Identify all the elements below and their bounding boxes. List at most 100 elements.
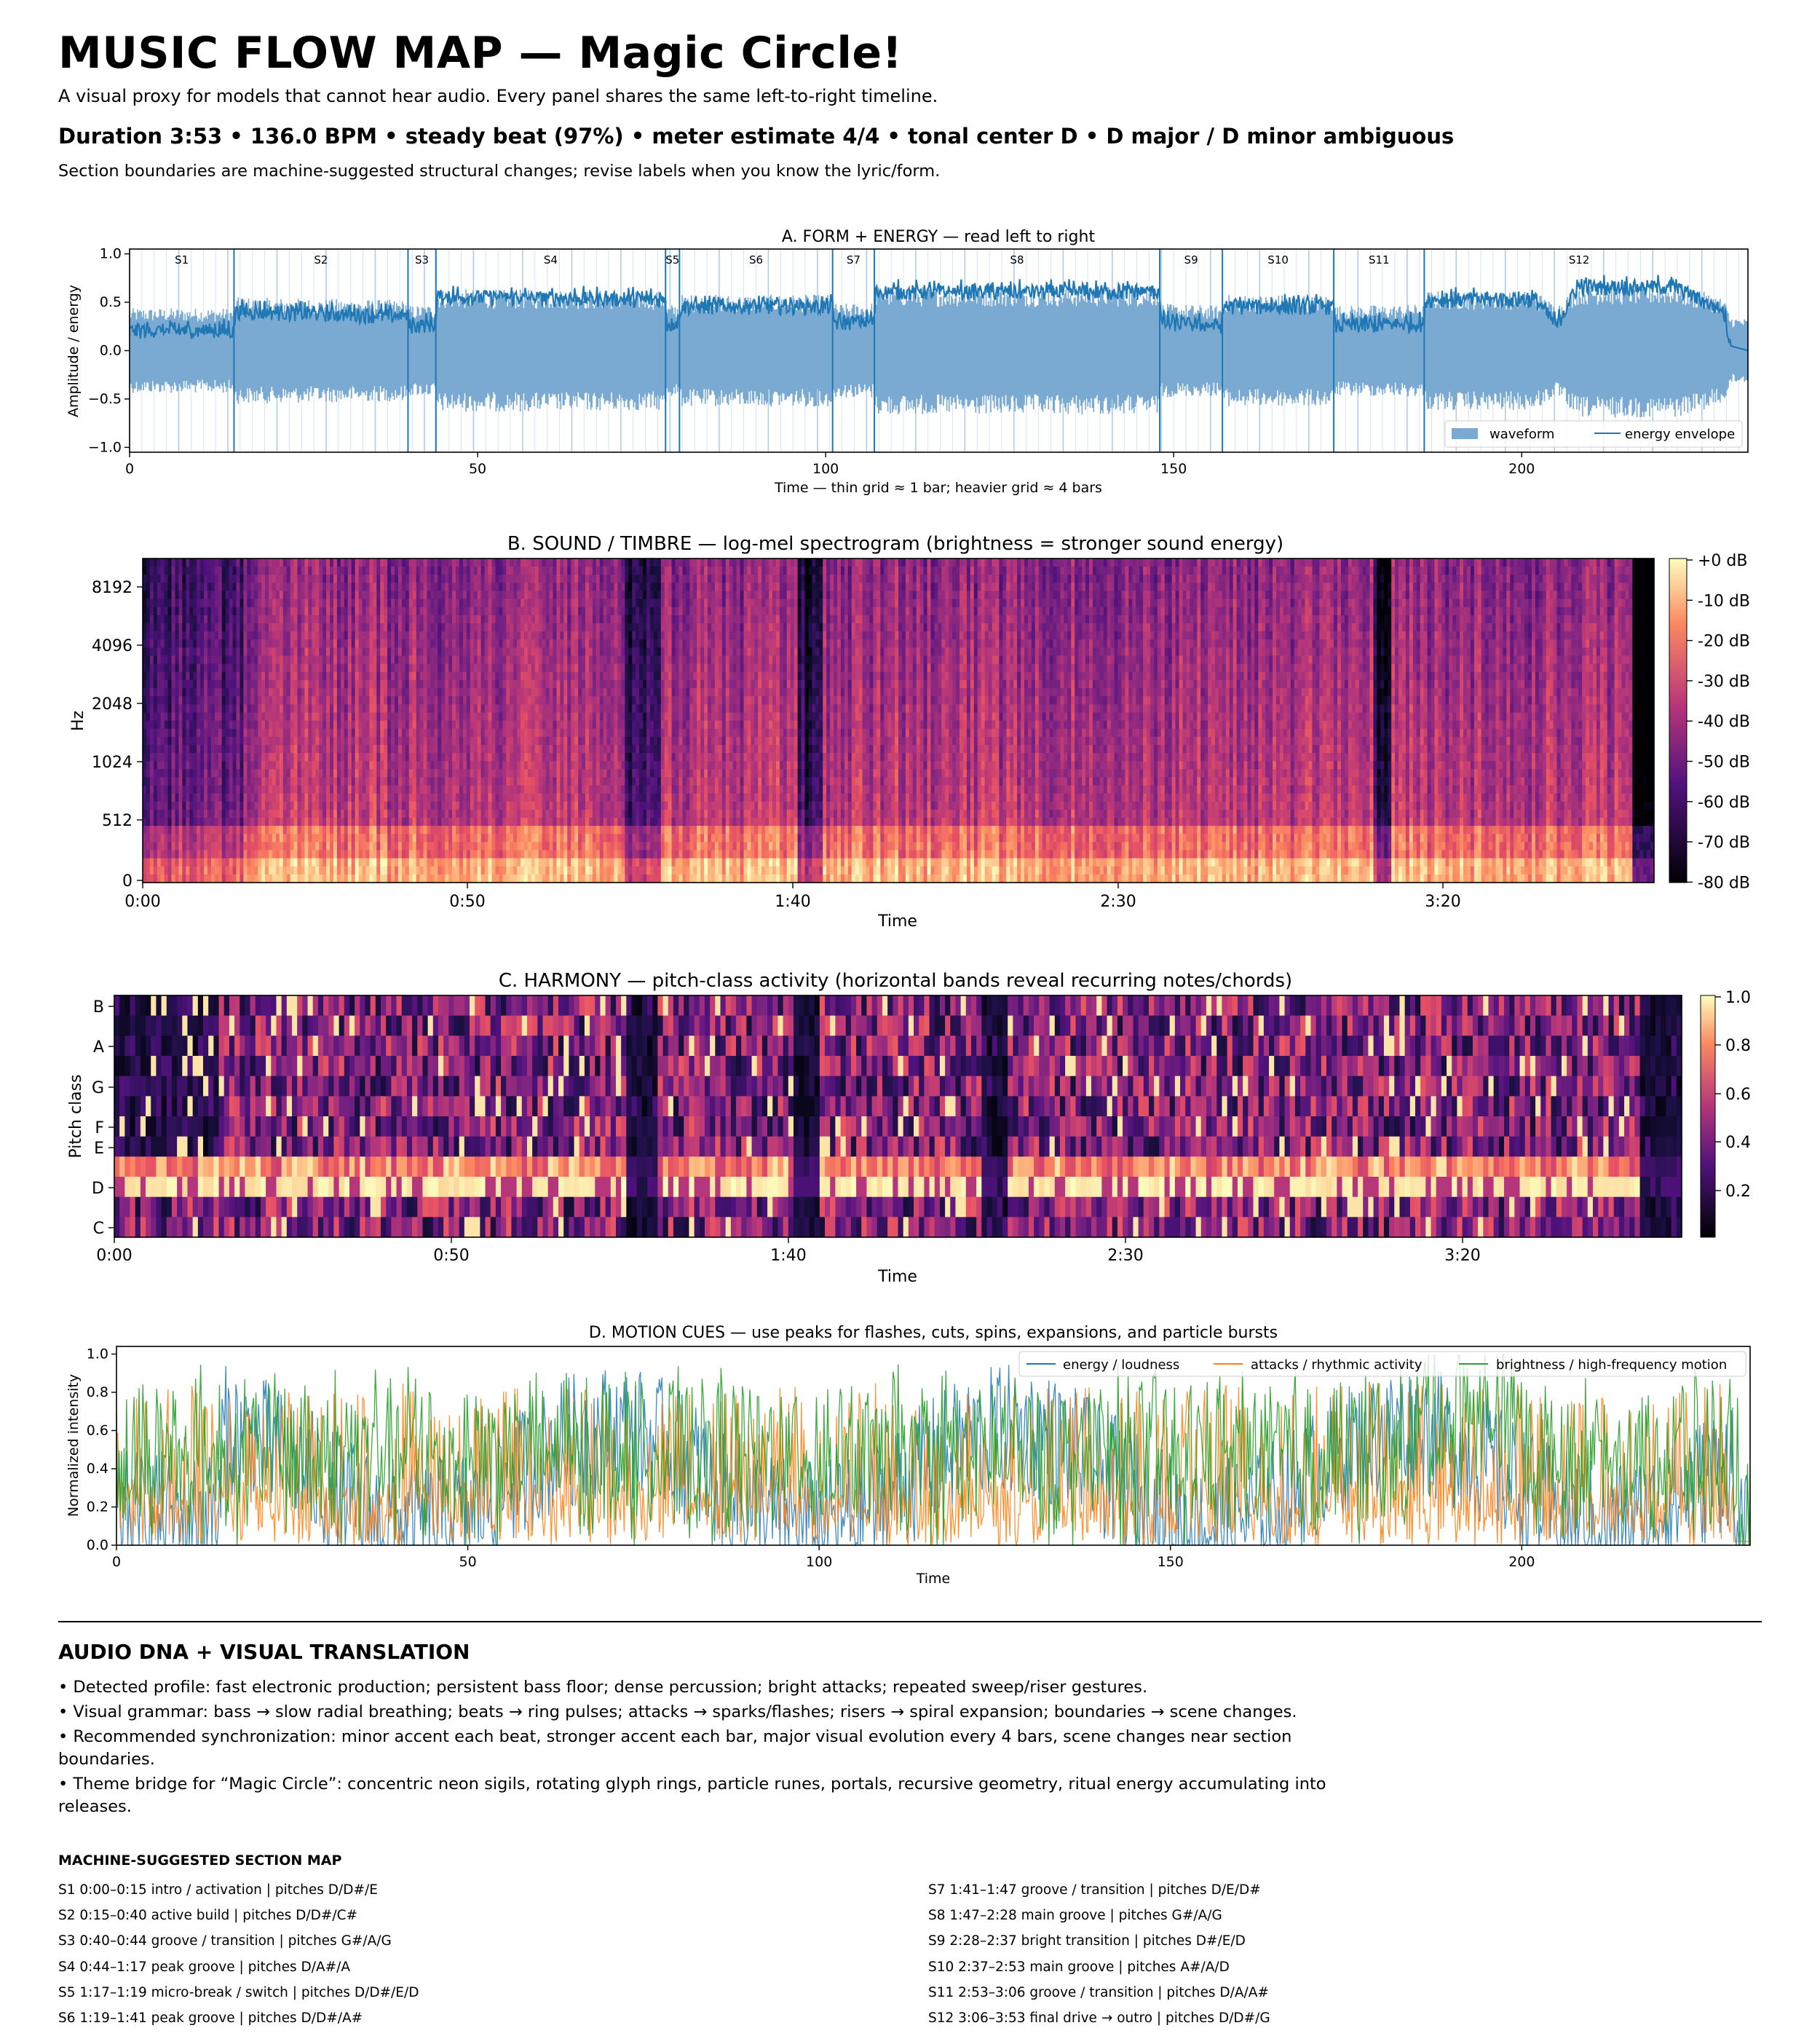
x-tick-label: 100 (812, 461, 839, 477)
panel-a-y-label: Amplitude / energy (66, 285, 82, 417)
section-label: S10 (1267, 253, 1289, 267)
colorbar-label: 0.4 (1725, 1134, 1751, 1152)
section-entry: S5 1:17–1:19 micro-break / switch | pitc… (58, 1980, 419, 2005)
x-tick-label: 0:50 (433, 1247, 469, 1265)
colorbar-label: 0.8 (1725, 1037, 1751, 1055)
dna-item-grammar: • Visual grammar: bass → slow radial bre… (58, 1701, 1340, 1724)
section-label: S3 (415, 253, 429, 267)
section-label: S9 (1184, 253, 1198, 267)
y-tick-label: −0.5 (88, 391, 122, 407)
y-tick-label: F (95, 1119, 104, 1137)
panel-b-colorbar (1669, 558, 1688, 883)
x-tick-label: 1:40 (775, 893, 810, 911)
y-tick-label: 0.4 (87, 1461, 108, 1477)
section-entry: S1 0:00–0:15 intro / activation | pitche… (58, 1877, 419, 1903)
panel-c-title: C. HARMONY — pitch-class activity (horiz… (499, 970, 1292, 992)
panel-c-y-label: Pitch class (67, 1074, 85, 1158)
legend-brightness: brightness / high-frequency motion (1496, 1357, 1727, 1373)
x-tick-label: 0 (112, 1554, 121, 1570)
x-tick-label: 3:20 (1425, 893, 1460, 911)
colorbar-label: -40 dB (1698, 713, 1750, 731)
panel-b-x-label: Time (877, 912, 917, 931)
x-tick-label: 50 (459, 1554, 476, 1570)
colorbar-label: -70 dB (1698, 834, 1750, 852)
legend-energy-envelope: energy envelope (1625, 427, 1735, 442)
y-tick-label: 0.8 (87, 1384, 108, 1400)
section-entry: S7 1:41–1:47 groove / transition | pitch… (928, 1877, 1270, 1903)
panel-c-colorbar (1700, 995, 1716, 1238)
legend-energy-loudness: energy / loudness (1063, 1357, 1179, 1373)
y-tick-label: E (94, 1140, 104, 1158)
x-tick-label: 0:50 (449, 893, 485, 911)
panel-b-title: B. SOUND / TIMBRE — log-mel spectrogram … (507, 533, 1283, 555)
boundary-note: Section boundaries are machine-suggested… (58, 162, 940, 181)
dna-title: AUDIO DNA + VISUAL TRANSLATION (58, 1640, 470, 1664)
panel-b-y-label: Hz (69, 711, 87, 731)
x-tick-label: 0:00 (96, 1247, 132, 1265)
panel-a-legend: waveform energy envelope (1444, 420, 1743, 448)
track-stats: Duration 3:53 • 136.0 BPM • steady beat … (58, 124, 1454, 149)
legend-attacks: attacks / rhythmic activity (1251, 1357, 1423, 1373)
colorbar-label: 0.6 (1725, 1086, 1751, 1104)
y-tick-label: 1.0 (100, 246, 122, 262)
colorbar-label: -20 dB (1698, 633, 1750, 651)
section-label: S5 (665, 253, 679, 267)
y-tick-label: 0.2 (87, 1499, 108, 1515)
section-label: S11 (1369, 253, 1390, 267)
section-entry: S10 2:37–2:53 main groove | pitches A#/A… (928, 1954, 1270, 1980)
section-entry: S4 0:44–1:17 peak groove | pitches D/A#/… (58, 1954, 419, 1980)
y-tick-label: 0.6 (87, 1423, 108, 1439)
x-tick-label: 200 (1508, 461, 1535, 477)
y-tick-label: G (92, 1079, 104, 1097)
section-divider (58, 1621, 1762, 1622)
y-tick-label: 1024 (92, 754, 132, 772)
y-tick-label: A (93, 1038, 104, 1057)
x-tick-label: 0:00 (124, 893, 160, 911)
dna-list: • Detected profile: fast electronic prod… (58, 1676, 1340, 1820)
y-tick-label: 4096 (92, 637, 132, 655)
colorbar-label: 1.0 (1725, 989, 1751, 1007)
y-tick-label: 512 (102, 812, 132, 830)
section-entry: S6 1:19–1:41 peak groove | pitches D/D#/… (58, 2005, 419, 2031)
section-label: S1 (175, 253, 189, 267)
motion-series-line (116, 1353, 1751, 1546)
x-tick-label: 2:30 (1100, 893, 1136, 911)
y-tick-label: 0.0 (100, 343, 122, 359)
x-tick-label: 150 (1158, 1554, 1184, 1570)
panel-d-motion-cues: D. MOTION CUES — use peaks for flashes, … (66, 1324, 1751, 1587)
dna-item-sync: • Recommended synchronization: minor acc… (58, 1726, 1340, 1771)
panel-a-form-energy: A. FORM + ENERGY — read left to right S1… (66, 228, 1749, 496)
x-tick-label: 50 (469, 461, 486, 477)
panel-d-x-label: Time (916, 1571, 951, 1587)
panel-c-harmony: C. HARMONY — pitch-class activity (horiz… (67, 970, 1751, 1286)
section-entry: S11 2:53–3:06 groove / transition | pitc… (928, 1980, 1270, 2005)
y-tick-label: 0 (122, 872, 132, 891)
dna-item-profile: • Detected profile: fast electronic prod… (58, 1676, 1340, 1699)
colorbar-label: +0 dB (1698, 552, 1747, 570)
y-tick-label: 8192 (92, 579, 132, 597)
y-tick-label: 0.5 (100, 294, 122, 310)
y-tick-label: C (93, 1220, 104, 1238)
x-tick-label: 3:20 (1444, 1247, 1480, 1265)
colorbar-label: 0.2 (1725, 1183, 1751, 1201)
section-label: S7 (847, 253, 860, 267)
section-map-right: S7 1:41–1:47 groove / transition | pitch… (928, 1877, 1270, 2031)
section-label: S8 (1010, 253, 1024, 267)
x-tick-label: 150 (1160, 461, 1187, 477)
x-tick-label: 0 (125, 461, 134, 477)
colorbar-label: -30 dB (1698, 673, 1750, 691)
x-tick-label: 1:40 (770, 1247, 806, 1265)
energy-envelope-line (129, 275, 1749, 352)
panel-d-legend: energy / loudness attacks / rhythmic act… (1018, 1351, 1746, 1377)
panel-d-title: D. MOTION CUES — use peaks for flashes, … (589, 1324, 1278, 1342)
colorbar-label: -80 dB (1698, 874, 1750, 892)
section-entry: S12 3:06–3:53 final drive → outro | pitc… (928, 2005, 1270, 2031)
panel-d-y-label: Normalized intensity (66, 1374, 82, 1517)
colorbar-label: -60 dB (1698, 794, 1750, 812)
y-tick-label: 2048 (92, 695, 132, 714)
section-label: S12 (1569, 253, 1590, 267)
section-entry: S2 0:15–0:40 active build | pitches D/D#… (58, 1903, 419, 1928)
section-map-title: MACHINE-SUGGESTED SECTION MAP (58, 1852, 341, 1869)
colorbar-label: -50 dB (1698, 754, 1750, 772)
panel-a-title: A. FORM + ENERGY — read left to right (782, 228, 1096, 246)
